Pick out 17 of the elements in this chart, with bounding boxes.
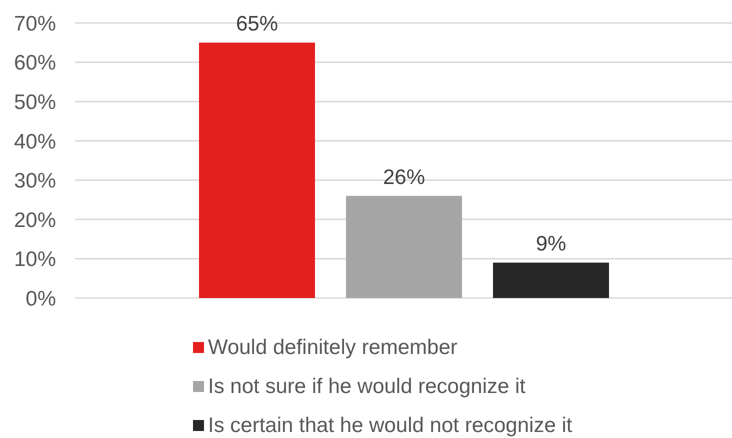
y-tick-label: 60% [14,52,56,75]
legend-label: Is not sure if he would recognize it [208,374,526,398]
y-tick-label: 30% [14,170,56,193]
legend-label: Is certain that he would not recognize it [208,414,572,438]
bar [199,42,315,298]
y-tick-label: 10% [14,248,56,272]
legend-label: Would definitely remember [208,336,458,360]
data-label: 9% [536,232,566,256]
data-label: 65% [236,12,278,36]
y-tick-label: 70% [14,12,56,36]
bar [493,262,609,298]
y-tick-label: 0% [26,287,56,310]
bar [346,196,462,298]
y-tick-label: 20% [14,208,56,232]
y-tick-label: 40% [14,130,56,154]
data-label: 26% [382,166,426,189]
y-tick-label: 50% [14,91,56,114]
